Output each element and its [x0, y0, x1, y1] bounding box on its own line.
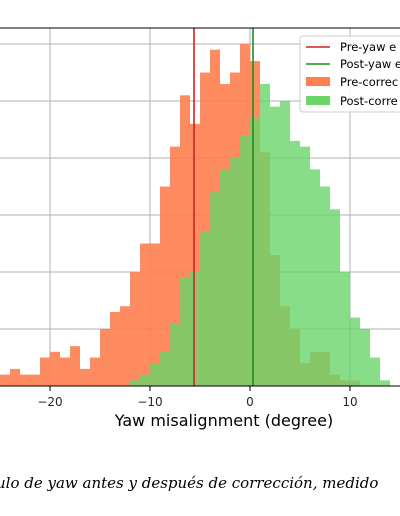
bar-post-correction	[210, 192, 220, 386]
bar-pre-correction	[10, 368, 20, 386]
bar-post-correction	[200, 232, 210, 386]
bar-post-correction	[250, 118, 260, 386]
bar-post-correction	[220, 169, 230, 386]
bar-post-correction	[300, 146, 310, 386]
figure-caption: ulo de yaw antes y después de corrección…	[0, 474, 379, 492]
bar-post-correction	[150, 363, 160, 386]
bar-pre-correction	[80, 368, 90, 386]
legend-label-pre-correction: Pre-correc	[340, 75, 398, 89]
bar-pre-correction	[20, 374, 30, 386]
bar-pre-correction	[190, 123, 200, 387]
mean-lines	[193, 28, 254, 386]
bar-post-correction	[230, 158, 240, 386]
bar-pre-correction	[100, 329, 110, 386]
bar-post-correction	[320, 186, 330, 386]
bar-pre-correction	[180, 95, 190, 387]
bar-post-correction	[380, 380, 390, 386]
x-tick-label: 10	[342, 395, 357, 409]
histogram-chart: −20 −10 0 10 Yaw misalignment (degree) Pre-…	[0, 27, 400, 430]
bar-pre-correction	[120, 306, 130, 386]
legend-label-post-yaw: Post-yaw e	[340, 57, 400, 71]
x-tick-label: 0	[246, 395, 254, 409]
bar-pre-correction	[50, 351, 60, 386]
bar-pre-correction	[150, 243, 160, 386]
bar-post-correction	[330, 209, 340, 386]
bar-post-correction	[270, 106, 280, 386]
bar-pre-correction	[160, 186, 170, 386]
bar-post-correction	[170, 323, 180, 386]
legend-marker-pre-correction	[306, 77, 330, 86]
bar-post-correction	[140, 374, 150, 386]
bar-pre-correction	[110, 311, 120, 386]
bar-post-correction	[260, 83, 270, 387]
bar-post-correction	[310, 169, 320, 386]
bar-pre-correction	[140, 243, 150, 386]
bar-pre-correction	[60, 357, 70, 386]
bar-post-correction	[180, 277, 190, 386]
legend: Pre-yaw e Post-yaw e Pre-correc Post-cor…	[299, 35, 400, 113]
bar-pre-correction	[70, 346, 80, 386]
legend-box	[299, 35, 400, 113]
legend-marker-post-correction	[306, 96, 330, 105]
bar-post-correction	[130, 380, 140, 386]
bar-pre-correction	[90, 357, 100, 386]
bar-pre-correction	[200, 72, 210, 386]
x-ticks: −20 −10 0 10	[37, 386, 358, 409]
bar-pre-correction	[130, 272, 140, 386]
bar-post-correction	[280, 101, 290, 386]
histogram-bars	[0, 44, 390, 387]
bar-pre-correction	[170, 146, 180, 386]
bar-post-correction	[240, 135, 250, 386]
bar-post-correction	[370, 357, 380, 386]
legend-label-post-correction: Post-corre	[340, 94, 398, 108]
bar-pre-correction	[40, 357, 50, 386]
bar-pre-correction	[0, 374, 10, 386]
x-tick-label: −10	[137, 395, 162, 409]
bar-post-correction	[350, 317, 360, 386]
bar-post-correction	[160, 351, 170, 386]
bar-post-correction	[360, 329, 370, 386]
x-axis-label: Yaw misalignment (degree)	[114, 411, 333, 430]
bar-post-correction	[290, 140, 300, 386]
legend-label-pre-yaw: Pre-yaw e	[340, 40, 396, 54]
bar-post-correction	[340, 272, 350, 386]
bar-post-correction	[190, 272, 200, 386]
x-tick-label: −20	[37, 395, 62, 409]
bar-pre-correction	[30, 374, 40, 386]
